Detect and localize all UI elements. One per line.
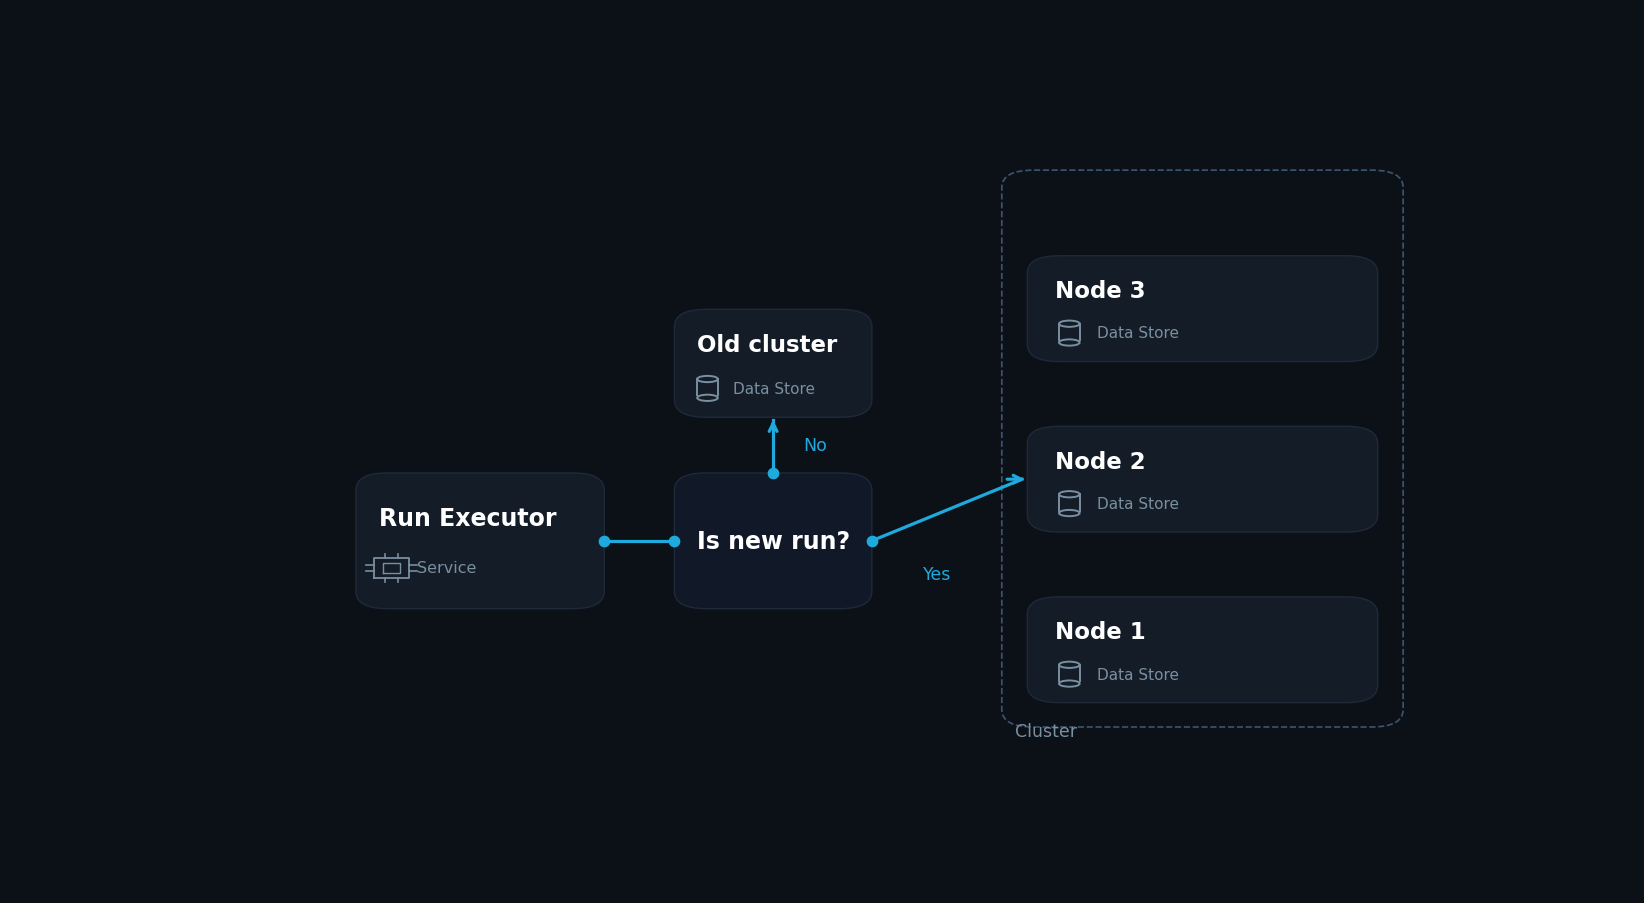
Text: Node 2: Node 2 xyxy=(1055,451,1146,473)
Ellipse shape xyxy=(1059,510,1080,517)
Point xyxy=(858,364,884,378)
Text: Node 1: Node 1 xyxy=(1055,620,1146,644)
Text: Data Store: Data Store xyxy=(1098,326,1179,341)
Point xyxy=(592,364,618,378)
Text: Old cluster: Old cluster xyxy=(697,334,837,357)
FancyBboxPatch shape xyxy=(674,310,871,418)
Ellipse shape xyxy=(1059,340,1080,346)
FancyBboxPatch shape xyxy=(674,473,871,609)
Ellipse shape xyxy=(1059,681,1080,687)
Text: Run Executor: Run Executor xyxy=(378,507,556,530)
Text: Is new run?: Is new run? xyxy=(697,529,850,554)
FancyBboxPatch shape xyxy=(1028,256,1378,362)
Text: Data Store: Data Store xyxy=(1098,497,1179,511)
Text: Data Store: Data Store xyxy=(1098,666,1179,682)
Text: Data Store: Data Store xyxy=(733,381,815,396)
FancyBboxPatch shape xyxy=(355,473,605,609)
FancyBboxPatch shape xyxy=(1028,597,1378,703)
Point xyxy=(661,364,687,378)
Text: Yes: Yes xyxy=(922,565,950,583)
Point xyxy=(760,432,786,446)
Ellipse shape xyxy=(697,396,718,402)
Text: Node 3: Node 3 xyxy=(1055,280,1146,303)
FancyBboxPatch shape xyxy=(1028,427,1378,533)
Text: Service: Service xyxy=(418,561,477,576)
Text: No: No xyxy=(804,436,827,454)
Text: Cluster: Cluster xyxy=(1014,721,1077,740)
